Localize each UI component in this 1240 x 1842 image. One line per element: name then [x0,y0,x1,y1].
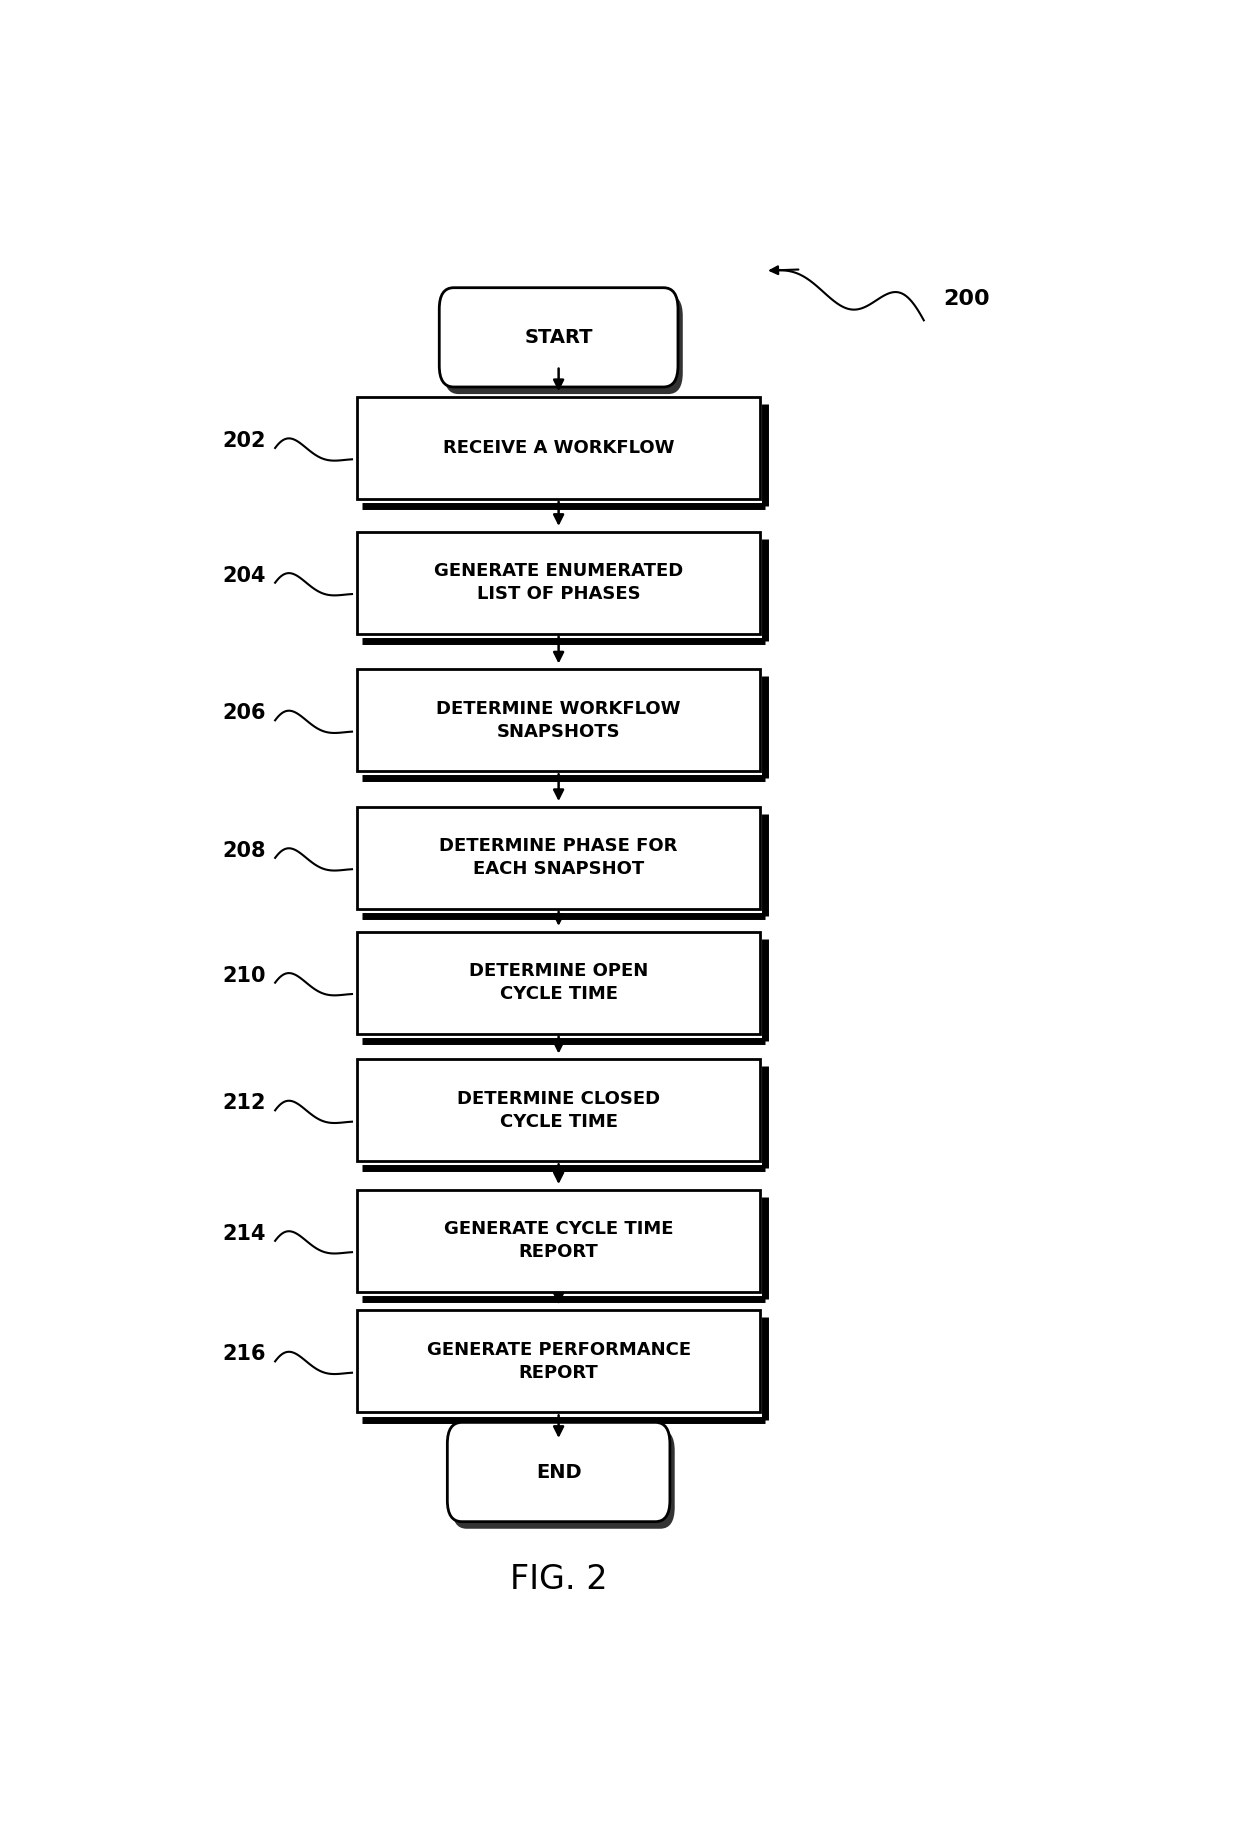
Text: 210: 210 [222,965,265,985]
Text: RECEIVE A WORKFLOW: RECEIVE A WORKFLOW [443,438,675,457]
FancyBboxPatch shape [439,287,678,387]
Text: 214: 214 [222,1223,265,1243]
FancyBboxPatch shape [453,1429,675,1529]
Bar [357,1310,760,1413]
Text: 212: 212 [222,1094,265,1113]
Bar [357,396,760,499]
Text: 206: 206 [222,704,265,724]
Bar [357,1059,760,1162]
Text: 216: 216 [222,1345,265,1365]
Text: DETERMINE CLOSED
CYCLE TIME: DETERMINE CLOSED CYCLE TIME [458,1090,660,1131]
Text: GENERATE PERFORMANCE
REPORT: GENERATE PERFORMANCE REPORT [427,1341,691,1382]
Bar [357,932,760,1033]
Text: GENERATE CYCLE TIME
REPORT: GENERATE CYCLE TIME REPORT [444,1221,673,1262]
Text: DETERMINE OPEN
CYCLE TIME: DETERMINE OPEN CYCLE TIME [469,962,649,1004]
Text: GENERATE ENUMERATED
LIST OF PHASES: GENERATE ENUMERATED LIST OF PHASES [434,562,683,602]
Bar [357,669,760,772]
FancyBboxPatch shape [448,1422,670,1521]
Bar [357,1190,760,1291]
Text: DETERMINE PHASE FOR
EACH SNAPSHOT: DETERMINE PHASE FOR EACH SNAPSHOT [439,838,678,879]
Text: 202: 202 [222,431,265,451]
Bar [357,532,760,634]
Text: 204: 204 [222,565,265,586]
Text: FIG. 2: FIG. 2 [510,1564,608,1597]
Text: END: END [536,1463,582,1481]
Bar [357,807,760,908]
Text: DETERMINE WORKFLOW
SNAPSHOTS: DETERMINE WORKFLOW SNAPSHOTS [436,700,681,740]
Text: START: START [525,328,593,346]
Text: 200: 200 [942,289,990,309]
Text: 208: 208 [222,840,265,860]
FancyBboxPatch shape [444,295,683,394]
